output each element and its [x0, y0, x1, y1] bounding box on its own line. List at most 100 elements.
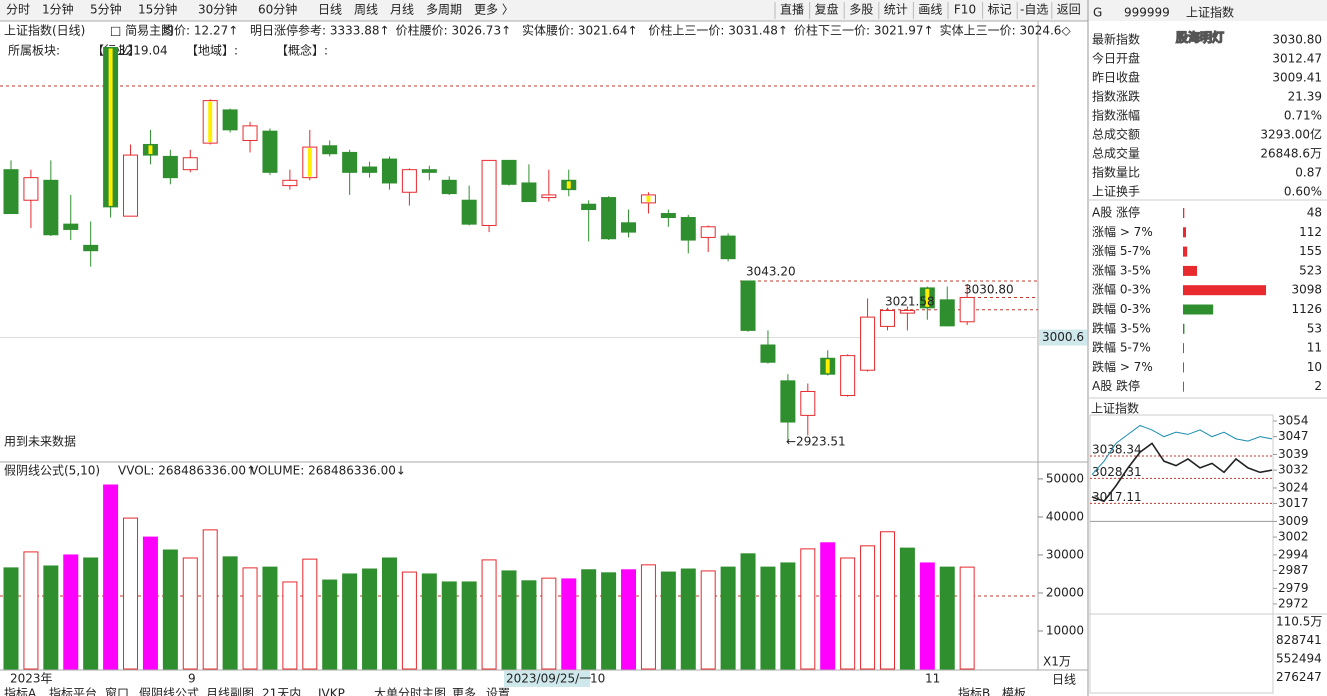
toolbar-tab[interactable]: 周线: [354, 3, 378, 17]
bottom-tab[interactable]: 月线副图: [206, 687, 254, 696]
volume-bar: [63, 554, 79, 670]
candle-highlight: [148, 145, 153, 155]
bottom-tab[interactable]: 窗口: [105, 687, 129, 696]
toolbar-button[interactable]: 标记: [988, 3, 1012, 17]
mini-y-label: 3039: [1278, 447, 1309, 461]
candle-body: [262, 130, 278, 173]
mini-mark-label: 3028.31: [1092, 465, 1142, 479]
mini-y-label: 3017: [1278, 496, 1309, 510]
toolbar-button[interactable]: 画线: [918, 3, 942, 17]
sector-item: 所属板块:: [8, 44, 60, 58]
quote-value: 0.87: [1295, 166, 1322, 180]
candle-body: [23, 177, 39, 201]
y-tick-label: 30000: [1046, 547, 1084, 561]
y-tick-label: 10000: [1046, 623, 1084, 637]
volume-bar: [23, 551, 39, 670]
candle-body: [381, 158, 397, 184]
bottom-tab[interactable]: 21天内: [262, 687, 301, 696]
candle-body: [63, 223, 79, 230]
volume-bar: [800, 548, 816, 670]
dist-label: 涨幅 > 7%: [1092, 224, 1153, 239]
mini-mark-label: 3038.34: [1092, 442, 1142, 456]
quote-label: 总成交额: [1092, 127, 1140, 142]
toolbar-button[interactable]: 返回: [1057, 3, 1081, 17]
toolbar-button[interactable]: 多股: [849, 3, 873, 17]
mini-frame: [1089, 414, 1274, 694]
dist-label: 涨幅 5-7%: [1092, 243, 1151, 258]
toolbar-tab[interactable]: 1分钟: [42, 2, 74, 17]
toolbar-tab[interactable]: 更多 〉: [474, 3, 514, 17]
toolbar-tab[interactable]: 60分钟: [258, 2, 297, 17]
dist-label: 跌幅 3-5%: [1092, 320, 1151, 335]
note: 用到未来数据: [4, 434, 76, 449]
candle-body: [362, 166, 378, 173]
toolbar-tab[interactable]: 15分钟: [138, 2, 177, 17]
mini-y-label: 3054: [1278, 414, 1309, 428]
mini-price-line: [1091, 442, 1273, 503]
mini-vol-label: 110.5万: [1276, 615, 1322, 629]
toolbar-button[interactable]: -自选: [1020, 3, 1048, 17]
bottom-tab[interactable]: 指标平台: [49, 686, 97, 696]
quote-value: 0.71%: [1284, 109, 1322, 123]
bottom-tab[interactable]: JVKP: [317, 687, 345, 696]
candle-body: [501, 159, 517, 185]
volume-bar: [760, 566, 776, 670]
mini-avg-line: [1091, 424, 1273, 475]
bottom-tab[interactable]: 设置: [486, 687, 510, 696]
dist-value: 48: [1307, 206, 1322, 220]
quote-label: 上证换手: [1092, 185, 1140, 199]
toolbar-tab[interactable]: 30分钟: [198, 2, 237, 17]
x-label: 2023年: [10, 672, 53, 686]
dist-value: 11: [1307, 341, 1322, 355]
bottom-tab[interactable]: 大单分时主图: [374, 687, 446, 696]
candle-body: [860, 316, 876, 371]
bottom-tab[interactable]: 日线: [1052, 673, 1076, 687]
bottom-tab[interactable]: 假阴线公式: [139, 687, 199, 696]
dist-bar: [1183, 343, 1184, 354]
toolbar-tab[interactable]: 多周期: [426, 3, 462, 17]
volume-bar: [700, 570, 716, 670]
toolbar-tab[interactable]: 月线: [390, 3, 414, 17]
bottom-tab[interactable]: 指标A: [4, 686, 37, 696]
candle-body: [720, 235, 736, 260]
toolbar-tab[interactable]: 日线: [318, 3, 342, 17]
toolbar-button[interactable]: 直播: [780, 3, 804, 17]
bottom-tab[interactable]: 更多: [452, 687, 476, 696]
toolbar-button[interactable]: 统计: [884, 3, 908, 17]
toolbar-tab[interactable]: 分时: [6, 3, 30, 17]
y-tick-label: 20000: [1046, 585, 1084, 599]
toolbar-button[interactable]: 复盘: [815, 2, 839, 17]
toolbar-bg: [0, 0, 1327, 21]
volume-bar: [441, 581, 457, 670]
volume-bar: [162, 549, 178, 670]
quote-label: 最新指数: [1092, 32, 1140, 47]
toolbar-tab[interactable]: 5分钟: [90, 2, 122, 17]
candle-body: [800, 390, 816, 416]
volume-bar: [282, 581, 298, 670]
volume-bar: [421, 573, 437, 670]
sector-item: 【概念】:: [276, 43, 328, 58]
panel-value: VOLUME: 268486336.00↓: [250, 464, 406, 478]
mini-vol-label: 828741: [1276, 633, 1322, 647]
bottom-tab[interactable]: 模板: [1002, 687, 1026, 696]
quote-value: 21.39: [1288, 90, 1322, 104]
mini-y-label: 2994: [1278, 547, 1309, 561]
info-item: 均价: 12.27↑: [162, 24, 238, 38]
sector-item: 3219.04: [118, 44, 168, 58]
volume-bar: [561, 578, 577, 670]
volume-bar: [680, 568, 696, 670]
candle-body: [760, 344, 776, 363]
volume-bar: [541, 577, 557, 670]
mini-y-label: 3024: [1278, 480, 1309, 494]
toolbar-button[interactable]: F10: [954, 3, 976, 17]
candle-body: [899, 309, 915, 314]
dist-bar: [1183, 362, 1184, 373]
candle-body: [83, 244, 99, 252]
quote-label: 今日开盘: [1092, 51, 1140, 66]
bottom-tab[interactable]: 指标B: [958, 686, 990, 696]
volume-bar: [342, 573, 358, 670]
volume-bar: [222, 556, 238, 670]
candle-body: [541, 194, 557, 199]
candle-highlight: [566, 181, 571, 189]
candle-body: [182, 157, 198, 171]
